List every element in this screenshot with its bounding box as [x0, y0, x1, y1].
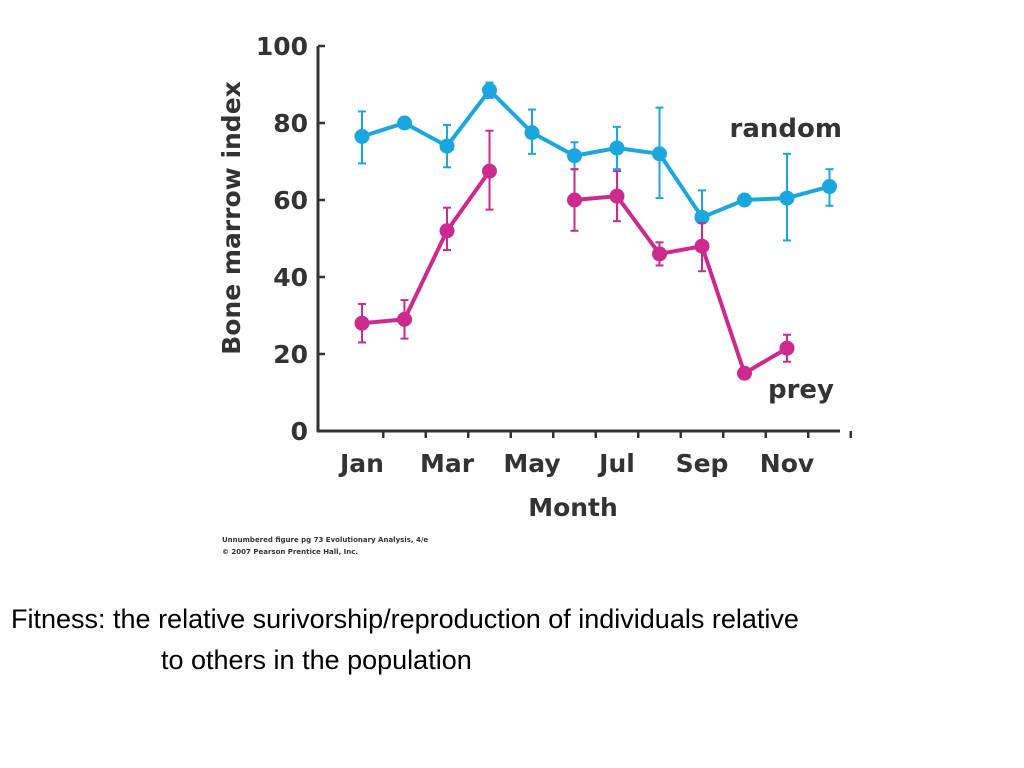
prey-line-1 [574, 194, 789, 376]
prey-point-9 [737, 365, 752, 381]
series-label-prey: prey [768, 375, 834, 405]
random-point-1 [397, 115, 412, 131]
y-axis-label: Bone marrow index [217, 81, 246, 355]
caption-line-2: to others in the population [161, 645, 472, 675]
random-point-11 [822, 179, 837, 195]
y-tick-label-60: 60 [273, 186, 308, 215]
random-point-5 [567, 148, 582, 164]
y-tick-label-20: 20 [273, 340, 308, 369]
random-point-9 [737, 192, 752, 208]
prey-point-7 [652, 246, 667, 262]
credit-line-1: Unnumbered figure pg 73 Evolutionary Ana… [222, 536, 429, 544]
prey-point-5 [567, 192, 582, 208]
x-tick-label-nov: Nov [760, 449, 814, 478]
random-point-4 [524, 125, 540, 141]
credit-line-2: © 2007 Pearson Prentice Hall, Inc. [222, 548, 359, 556]
caption-line-1: Fitness: the relative surivorship/reprod… [11, 604, 799, 634]
x-tick-label-mar: Mar [420, 449, 475, 478]
y-tick-label-100: 100 [256, 32, 308, 61]
prey-point-6 [609, 188, 625, 204]
bone-marrow-chart: 0 20 40 60 80 100 Bone marrow index Jan Mar May Ju… [217, 32, 852, 522]
prey-point-0 [354, 315, 370, 331]
prey-point-2 [439, 223, 455, 239]
prey-point-10 [779, 340, 795, 356]
random-point-7 [652, 146, 667, 162]
x-axis-label: Month [528, 493, 618, 522]
y-tick-label-0: 0 [291, 417, 308, 446]
series-label-random: random [730, 114, 842, 144]
random-point-0 [354, 128, 370, 144]
prey-point-3 [482, 163, 497, 179]
x-tick-label-sep: Sep [676, 449, 729, 478]
random-point-6 [609, 140, 625, 156]
prey-point-1 [397, 311, 412, 327]
x-tick-label-jul: Jul [597, 449, 635, 478]
y-tick-label-80: 80 [273, 109, 308, 138]
prey-point-8 [694, 238, 710, 254]
x-tick-label-jan: Jan [338, 449, 384, 478]
random-point-8 [694, 209, 710, 225]
random-point-3 [482, 82, 497, 98]
random-point-10 [779, 190, 795, 206]
x-tick-label-may: May [503, 449, 560, 478]
prey-line-0 [361, 169, 492, 326]
y-tick-label-40: 40 [273, 263, 308, 292]
random-point-2 [439, 138, 455, 154]
